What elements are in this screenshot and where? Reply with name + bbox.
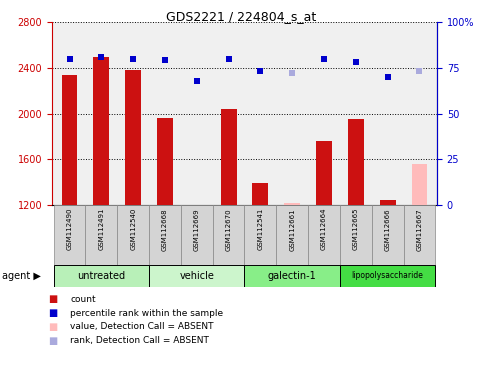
Bar xyxy=(244,265,340,287)
Text: GSM112667: GSM112667 xyxy=(416,208,423,251)
Bar xyxy=(54,205,85,265)
Text: rank, Detection Call = ABSENT: rank, Detection Call = ABSENT xyxy=(70,336,209,346)
Text: ■: ■ xyxy=(48,322,57,332)
Text: GSM112490: GSM112490 xyxy=(67,208,72,250)
Text: GSM112668: GSM112668 xyxy=(162,208,168,251)
Text: value, Detection Call = ABSENT: value, Detection Call = ABSENT xyxy=(70,323,213,331)
Bar xyxy=(253,183,269,205)
Text: GSM112670: GSM112670 xyxy=(226,208,231,251)
Bar xyxy=(340,205,372,265)
Text: ■: ■ xyxy=(48,308,57,318)
Bar xyxy=(213,205,244,265)
Bar xyxy=(380,200,396,205)
Bar xyxy=(221,109,237,205)
Text: ■: ■ xyxy=(48,336,57,346)
Text: untreated: untreated xyxy=(77,271,126,281)
Text: percentile rank within the sample: percentile rank within the sample xyxy=(70,308,223,318)
Bar xyxy=(93,58,109,205)
Text: GDS2221 / 224804_s_at: GDS2221 / 224804_s_at xyxy=(166,10,317,23)
Text: GSM112541: GSM112541 xyxy=(257,208,263,250)
Text: GSM112491: GSM112491 xyxy=(99,208,104,250)
Text: agent ▶: agent ▶ xyxy=(2,271,41,281)
Bar xyxy=(189,205,205,207)
Bar xyxy=(284,203,300,205)
Bar xyxy=(244,205,276,265)
Bar xyxy=(316,141,332,205)
Bar xyxy=(149,205,181,265)
Bar xyxy=(149,265,244,287)
Bar xyxy=(404,205,435,265)
Bar xyxy=(412,164,427,205)
Bar xyxy=(117,205,149,265)
Bar xyxy=(340,265,435,287)
Bar xyxy=(308,205,340,265)
Bar xyxy=(348,119,364,205)
Bar xyxy=(61,74,77,205)
Bar xyxy=(157,118,173,205)
Text: ■: ■ xyxy=(48,294,57,304)
Text: GSM112666: GSM112666 xyxy=(384,208,391,251)
Text: GSM112665: GSM112665 xyxy=(353,208,359,250)
Bar xyxy=(85,205,117,265)
Bar xyxy=(54,265,149,287)
Bar xyxy=(372,205,404,265)
Text: galectin-1: galectin-1 xyxy=(268,271,316,281)
Text: count: count xyxy=(70,295,96,303)
Text: vehicle: vehicle xyxy=(179,271,214,281)
Bar xyxy=(276,205,308,265)
Text: GSM112664: GSM112664 xyxy=(321,208,327,250)
Bar xyxy=(125,70,141,205)
Text: GSM112661: GSM112661 xyxy=(289,208,295,251)
Text: lipopolysaccharide: lipopolysaccharide xyxy=(352,271,424,280)
Text: GSM112540: GSM112540 xyxy=(130,208,136,250)
Text: GSM112669: GSM112669 xyxy=(194,208,200,251)
Bar xyxy=(181,205,213,265)
